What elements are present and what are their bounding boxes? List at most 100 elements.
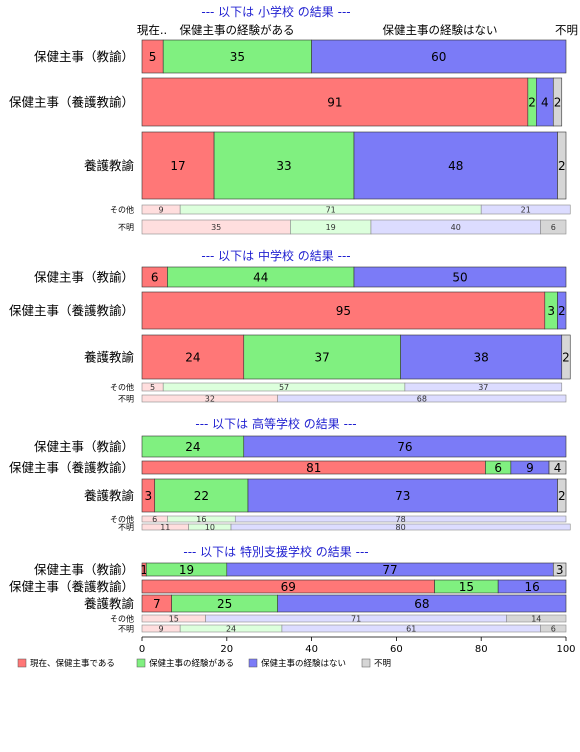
- row-label: 保健主事（養護教諭）: [9, 460, 134, 475]
- data-label: 14: [531, 615, 541, 624]
- bar-segment: [552, 77, 563, 127]
- bar-segment: [141, 77, 529, 127]
- row-label: その他: [110, 514, 134, 524]
- data-label: 3: [145, 489, 153, 503]
- data-label: 15: [459, 580, 474, 594]
- column-header: 保健主事の経験がある: [180, 23, 295, 37]
- data-label: 73: [395, 489, 410, 503]
- bar-segment: [353, 131, 558, 200]
- section-title: --- 以下は 高等学校 の結果 ---: [195, 416, 356, 431]
- row-label: 保健主事（養護教諭）: [9, 579, 134, 594]
- data-label: 9: [526, 461, 534, 475]
- bar-segment: [277, 394, 567, 403]
- x-tick-label: 40: [305, 644, 318, 655]
- bar-segment: [557, 131, 567, 200]
- data-label: 3: [547, 304, 555, 318]
- data-label: 37: [315, 351, 330, 365]
- bar-segment: [141, 131, 215, 200]
- data-label: 95: [336, 304, 351, 318]
- section-title: --- 以下は 特別支援学校 の結果 ---: [183, 544, 368, 559]
- data-label: 2: [562, 351, 570, 365]
- column-header: 保健主事の経験はない: [383, 23, 498, 37]
- data-label: 37: [478, 383, 488, 392]
- data-label: 78: [396, 515, 406, 524]
- data-label: 15: [169, 615, 179, 624]
- bar-segment: [234, 515, 567, 523]
- data-label: 32: [205, 395, 215, 404]
- row-label: 保健主事（教諭）: [34, 562, 134, 577]
- bar-segment: [404, 382, 563, 392]
- data-label: 21: [521, 206, 531, 215]
- row-label: その他: [110, 205, 134, 215]
- data-label: 35: [211, 223, 221, 232]
- bar-segment: [243, 334, 401, 380]
- data-label: 19: [326, 223, 336, 232]
- row-label: 不明: [118, 395, 134, 404]
- data-label: 16: [196, 515, 206, 524]
- bar-segment: [400, 334, 563, 380]
- bar-segment: [141, 291, 546, 330]
- column-header: 現在..: [137, 23, 167, 37]
- legend-label: 不明: [374, 659, 391, 669]
- bar-segment: [277, 594, 567, 613]
- data-label: 6: [551, 625, 556, 634]
- data-label: 6: [151, 271, 159, 285]
- bar-segment: [561, 334, 571, 380]
- x-tick-label: 60: [390, 644, 403, 655]
- bar-segment: [213, 131, 355, 200]
- data-label: 17: [170, 159, 185, 173]
- section-title: --- 以下は 中学校 の結果 ---: [201, 248, 350, 263]
- data-label: 4: [554, 461, 562, 475]
- x-tick-label: 80: [475, 644, 488, 655]
- data-label: 3: [556, 563, 564, 577]
- legend-swatch: [248, 658, 258, 668]
- data-label: 24: [185, 351, 200, 365]
- legend-label: 保健主事の経験がある: [149, 658, 234, 669]
- data-label: 48: [448, 159, 463, 173]
- data-label: 57: [279, 383, 289, 392]
- data-label: 44: [253, 271, 268, 285]
- row-label: 養護教諭: [84, 158, 135, 173]
- bar-segment: [480, 204, 571, 215]
- data-label: 38: [474, 351, 489, 365]
- row-label: 保健主事（養護教諭）: [9, 303, 134, 318]
- data-label: 2: [554, 96, 562, 110]
- data-label: 2: [558, 489, 566, 503]
- data-label: 68: [417, 395, 427, 404]
- data-label: 71: [351, 615, 361, 624]
- data-label: 50: [452, 271, 467, 285]
- data-label: 5: [149, 50, 157, 64]
- data-label: 81: [306, 461, 321, 475]
- bar-segment: [247, 478, 558, 513]
- legend-swatch: [17, 658, 27, 668]
- data-label: 6: [152, 515, 157, 524]
- legend-swatch: [361, 658, 371, 668]
- legend-label: 保健主事の経験はない: [261, 658, 346, 669]
- data-label: 80: [396, 523, 406, 532]
- data-label: 60: [431, 50, 446, 64]
- data-label: 9: [159, 206, 164, 215]
- row-label: 保健主事（教諭）: [34, 439, 134, 454]
- data-label: 68: [414, 597, 429, 611]
- data-label: 11: [160, 523, 170, 532]
- data-label: 1: [140, 563, 148, 577]
- data-label: 69: [281, 580, 296, 594]
- bar-segment: [311, 39, 567, 74]
- legend-label: 現在、保健主事である: [30, 658, 115, 669]
- row-label: 保健主事（教諭）: [34, 49, 134, 64]
- data-label: 5: [150, 383, 155, 392]
- data-label: 35: [230, 50, 245, 64]
- data-label: 2: [558, 159, 566, 173]
- data-label: 33: [276, 159, 291, 173]
- row-label: 不明: [118, 625, 134, 634]
- row-label: 養護教諭: [84, 350, 135, 365]
- data-label: 24: [185, 440, 200, 454]
- data-label: 10: [205, 523, 215, 532]
- x-tick-label: 100: [556, 644, 575, 655]
- bar-segment: [540, 219, 567, 235]
- legend-swatch: [136, 658, 146, 668]
- bar-segment: [162, 39, 312, 74]
- data-label: 40: [451, 223, 461, 232]
